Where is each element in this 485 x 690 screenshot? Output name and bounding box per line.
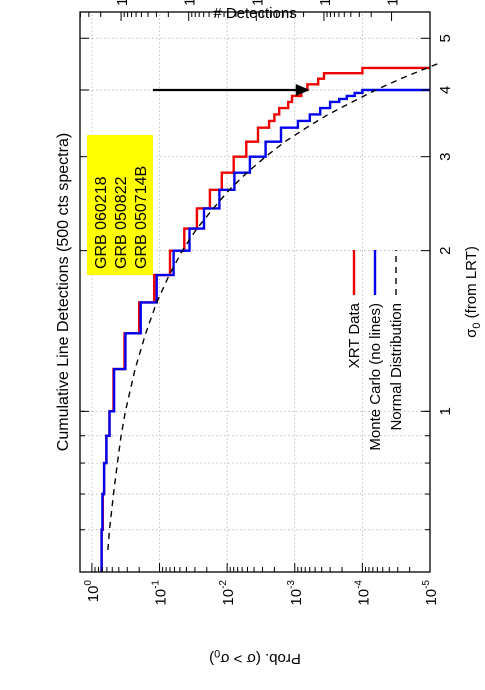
y-tick-label: 100 xyxy=(83,580,102,603)
series-normal-distribution-line xyxy=(107,62,441,550)
ticks xyxy=(79,12,431,573)
y-tick-label: 10-2 xyxy=(218,580,237,606)
x-axis-title: σ0 (from LRT) xyxy=(463,246,483,338)
y2-tick-label: 100 xyxy=(315,0,334,6)
x-tick-label: 5 xyxy=(437,34,454,42)
y-axis-title: Prob. (σ > σ0) xyxy=(209,647,301,667)
y-tick-label: 10-1 xyxy=(151,580,170,606)
y-tick-label: 10-4 xyxy=(353,580,372,606)
grb-annotation: GRB 060218 GRB 050822 GRB 050714B xyxy=(87,83,310,275)
x-tick-label: 1 xyxy=(437,407,454,415)
legend-label: Normal Distribution xyxy=(388,303,405,431)
y2-tick-label: 102 xyxy=(180,0,199,6)
y-tick-label: 10-3 xyxy=(286,580,305,606)
y-tick-label: 10-5 xyxy=(421,580,440,606)
annotation-line: GRB 060218 xyxy=(93,176,110,269)
chart-title: Cumulative Line Detections (500 cts spec… xyxy=(55,133,72,451)
x-tick-label: 4 xyxy=(437,86,454,94)
series-monte-carlo-line xyxy=(100,88,430,572)
annotation-line: GRB 050714B xyxy=(133,166,150,269)
x-tick-label: 2 xyxy=(437,246,454,254)
grid xyxy=(80,12,431,573)
plot-frame xyxy=(79,11,431,573)
legend-label: XRT Data xyxy=(346,302,363,368)
legend: XRT Data Monte Carlo (no lines) Normal D… xyxy=(346,250,405,451)
y2-tick-label: 103 xyxy=(112,0,131,6)
tick-labels: 1 2 3 4 5 100 10-1 10-2 10-3 10-4 10-5 103 102 101 100… xyxy=(83,0,454,606)
y2-tick-label: 10-1 xyxy=(383,0,402,6)
annotation-arrow-head xyxy=(295,83,310,96)
y2-tick-label: 101 xyxy=(247,0,266,6)
annotation-line: GRB 050822 xyxy=(113,176,130,269)
secondary-y-axis-title: # Detections xyxy=(213,5,296,22)
legend-label: Monte Carlo (no lines) xyxy=(367,303,384,451)
annotation-box xyxy=(87,135,153,275)
x-tick-label: 3 xyxy=(437,153,454,161)
rotated-plot-group: 1 2 3 4 5 100 10-1 10-2 10-3 10-4 10-5 103 102 101 100… xyxy=(55,0,483,667)
